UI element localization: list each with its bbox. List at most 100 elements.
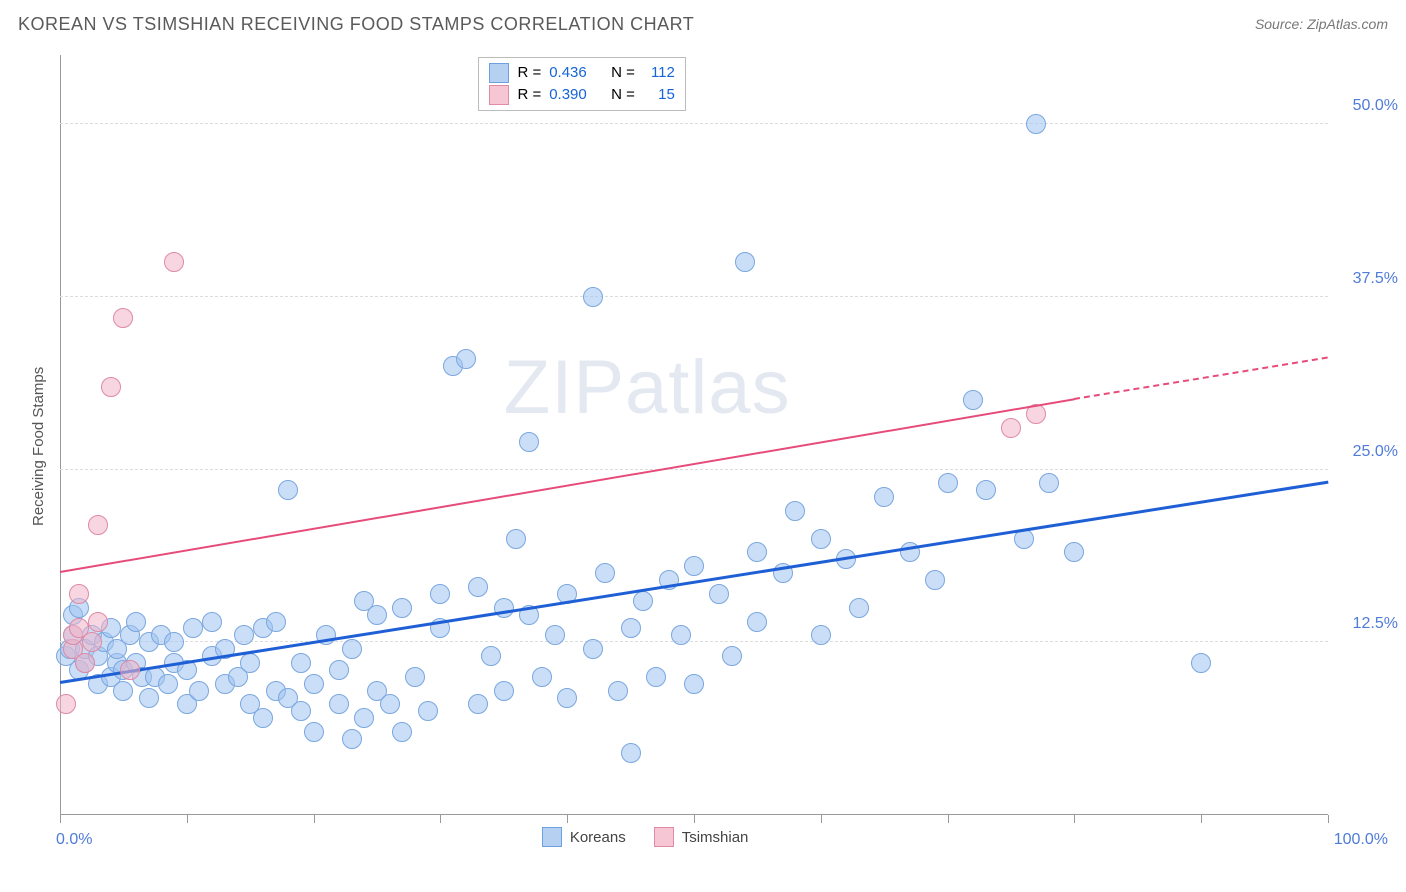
data-point	[468, 694, 488, 714]
x-tick	[440, 815, 441, 823]
data-point	[963, 390, 983, 410]
data-point	[120, 660, 140, 680]
data-point	[329, 694, 349, 714]
y-tick-label: 50.0%	[1338, 97, 1398, 115]
gridline	[60, 123, 1328, 124]
data-point	[304, 722, 324, 742]
data-point	[113, 308, 133, 328]
data-point	[164, 632, 184, 652]
x-tick	[948, 815, 949, 823]
data-point	[266, 612, 286, 632]
legend-swatch	[489, 63, 509, 83]
data-point	[519, 432, 539, 452]
x-tick	[821, 815, 822, 823]
legend-swatch	[654, 827, 674, 847]
data-point	[557, 688, 577, 708]
data-point	[735, 252, 755, 272]
data-point	[621, 618, 641, 638]
x-tick	[314, 815, 315, 823]
x-tick	[1201, 815, 1202, 823]
gridline	[60, 296, 1328, 297]
data-point	[88, 612, 108, 632]
data-point	[583, 287, 603, 307]
data-point	[532, 667, 552, 687]
data-point	[938, 473, 958, 493]
data-point	[722, 646, 742, 666]
x-tick	[60, 815, 61, 823]
data-point	[849, 598, 869, 618]
data-point	[1039, 473, 1059, 493]
data-point	[189, 681, 209, 701]
data-point	[709, 584, 729, 604]
data-point	[684, 556, 704, 576]
data-point	[418, 701, 438, 721]
data-point	[367, 605, 387, 625]
data-point	[291, 653, 311, 673]
data-point	[139, 688, 159, 708]
data-point	[234, 625, 254, 645]
data-point	[747, 542, 767, 562]
data-point	[75, 653, 95, 673]
data-point	[646, 667, 666, 687]
x-label-min: 0.0%	[56, 831, 92, 849]
y-tick-label: 37.5%	[1338, 270, 1398, 288]
data-point	[158, 674, 178, 694]
data-point	[113, 681, 133, 701]
legend-series: KoreansTsimshian	[542, 827, 749, 847]
data-point	[304, 674, 324, 694]
data-point	[925, 570, 945, 590]
legend-stats-row: R =0.436 N =112	[489, 62, 674, 84]
trend-line-dashed	[1074, 357, 1328, 400]
data-point	[684, 674, 704, 694]
x-tick	[187, 815, 188, 823]
legend-series-label: Tsimshian	[682, 829, 749, 846]
y-axis-title: Receiving Food Stamps	[30, 367, 47, 526]
data-point	[1026, 114, 1046, 134]
data-point	[671, 625, 691, 645]
data-point	[874, 487, 894, 507]
y-tick-label: 25.0%	[1338, 443, 1398, 461]
data-point	[747, 612, 767, 632]
data-point	[621, 743, 641, 763]
legend-r-value: 0.436	[549, 62, 587, 84]
x-tick	[567, 815, 568, 823]
x-tick	[694, 815, 695, 823]
data-point	[583, 639, 603, 659]
data-point	[101, 377, 121, 397]
x-tick	[1074, 815, 1075, 823]
data-point	[126, 612, 146, 632]
data-point	[69, 584, 89, 604]
data-point	[430, 584, 450, 604]
trend-line	[60, 480, 1328, 683]
data-point	[506, 529, 526, 549]
x-label-max: 100.0%	[1334, 831, 1388, 849]
data-point	[405, 667, 425, 687]
data-point	[329, 660, 349, 680]
legend-n-value: 112	[643, 62, 675, 84]
legend-n-value: 15	[643, 84, 675, 106]
chart-title: KOREAN VS TSIMSHIAN RECEIVING FOOD STAMP…	[18, 14, 694, 35]
data-point	[82, 632, 102, 652]
data-point	[380, 694, 400, 714]
data-point	[811, 625, 831, 645]
watermark: ZIPatlas	[504, 344, 791, 431]
data-point	[785, 501, 805, 521]
data-point	[633, 591, 653, 611]
data-point	[468, 577, 488, 597]
data-point	[1001, 418, 1021, 438]
legend-stats-row: R =0.390 N =15	[489, 84, 674, 106]
data-point	[494, 681, 514, 701]
x-tick	[1328, 815, 1329, 823]
data-point	[976, 480, 996, 500]
data-point	[56, 694, 76, 714]
data-point	[456, 349, 476, 369]
data-point	[202, 612, 222, 632]
data-point	[183, 618, 203, 638]
data-point	[342, 729, 362, 749]
data-point	[278, 480, 298, 500]
data-point	[811, 529, 831, 549]
data-point	[164, 252, 184, 272]
data-point	[253, 708, 273, 728]
gridline	[60, 469, 1328, 470]
data-point	[1191, 653, 1211, 673]
